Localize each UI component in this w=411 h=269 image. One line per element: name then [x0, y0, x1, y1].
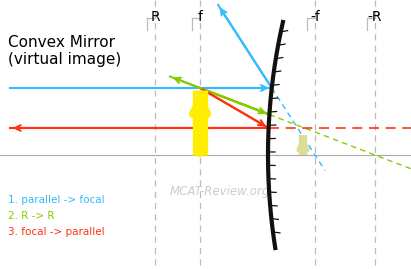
Text: (virtual image): (virtual image) — [8, 52, 121, 67]
Text: MCAT-Review.org: MCAT-Review.org — [170, 185, 270, 198]
Text: 3. focal -> parallel: 3. focal -> parallel — [8, 227, 105, 237]
Text: f: f — [198, 10, 203, 24]
Text: R: R — [150, 10, 160, 24]
Text: 2. R -> R: 2. R -> R — [8, 211, 55, 221]
Text: -f: -f — [310, 10, 320, 24]
Text: 1. parallel -> focal: 1. parallel -> focal — [8, 195, 105, 205]
Text: -R: -R — [368, 10, 382, 24]
Text: Convex Mirror: Convex Mirror — [8, 35, 115, 50]
